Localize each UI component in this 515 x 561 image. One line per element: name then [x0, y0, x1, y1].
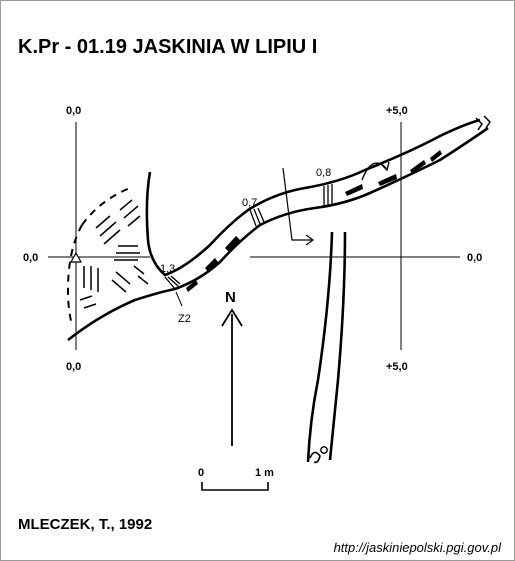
passage-lower-wall [67, 126, 489, 342]
grid-label-right-mid: 0,0 [467, 252, 482, 264]
grid-label-left-mid: 0,0 [23, 252, 38, 264]
grid-cross-left [48, 122, 150, 350]
scale-label-zero: 0 [198, 467, 204, 479]
map-title: K.Pr - 01.19 JASKINIA W LIPIU I [18, 36, 318, 58]
side-passage-pebble [320, 446, 328, 454]
rock-hatching [79, 199, 149, 309]
grid-label-right-top: +5,0 [386, 105, 408, 117]
floor-slope-marks [186, 150, 442, 292]
passage-upper-wall [145, 118, 481, 277]
survey-triangle-icon [69, 251, 83, 263]
cross-section-marks [164, 184, 333, 290]
side-passage-end-mark [309, 451, 321, 464]
passage-continues-arrow-icon [475, 115, 491, 131]
north-label: N [225, 289, 236, 306]
source-url[interactable]: http://jaskiniepolski.pgi.gov.pl [333, 540, 501, 555]
grid-cross-right [250, 122, 460, 350]
side-passage-left-wall [306, 231, 334, 463]
author-credit: MLECZEK, T., 1992 [18, 516, 153, 533]
grid-label-right-bottom: +5,0 [386, 361, 408, 373]
side-passage-right-wall [328, 231, 347, 461]
z2-label: Z2 [178, 313, 191, 325]
station-label-3: 0,8 [316, 167, 331, 179]
section-arrow-icon [305, 234, 315, 246]
grid-label-left-top: 0,0 [66, 105, 81, 117]
dashed-boundary-left [66, 224, 83, 326]
dashed-boundary-top [81, 187, 131, 226]
scale-label-one-meter: 1 m [255, 467, 274, 479]
curved-arrow-head-icon [380, 161, 390, 172]
grid-label-left-bottom: 0,0 [66, 361, 81, 373]
station-label-1: 1,3 [160, 263, 175, 275]
z2-leader-line [175, 291, 183, 307]
north-arrow-icon [221, 308, 243, 327]
section-line [282, 167, 312, 241]
scale-bar [201, 482, 269, 491]
station-label-2: 0,7 [242, 197, 257, 209]
